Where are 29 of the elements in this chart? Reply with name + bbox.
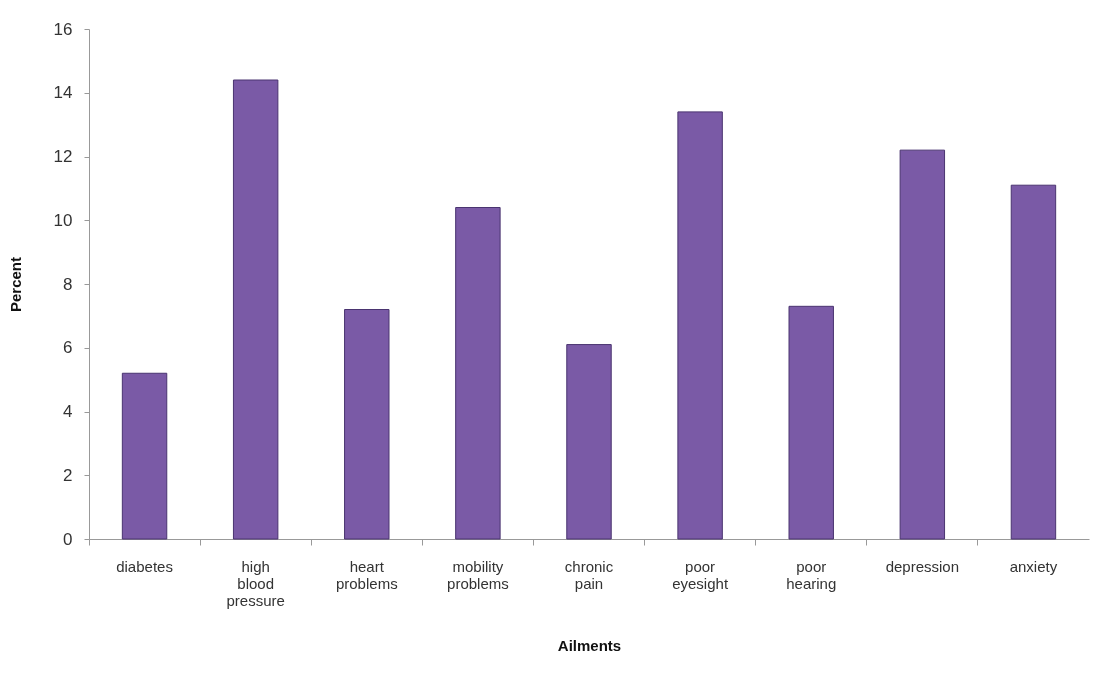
bar xyxy=(455,207,501,540)
x-tick-label: depression xyxy=(885,557,960,575)
x-tick-label: mobility problems xyxy=(447,557,509,592)
x-tick-label: chronic pain xyxy=(564,557,614,592)
x-tick-label: diabetes xyxy=(116,557,173,575)
y-tick-label: 2 xyxy=(63,465,73,485)
x-axis-title: Ailments xyxy=(557,636,622,654)
x-tick-label: high blood pressure xyxy=(226,557,285,609)
bar xyxy=(1010,184,1057,540)
bar xyxy=(899,149,946,540)
x-tick-label: poor hearing xyxy=(786,557,837,592)
bar xyxy=(788,305,834,540)
bar xyxy=(121,372,168,540)
bar xyxy=(344,309,390,540)
y-tick-label: 8 xyxy=(63,274,73,294)
y-tick-label: 10 xyxy=(53,210,73,230)
bar xyxy=(566,344,612,540)
y-tick-label: 16 xyxy=(53,19,73,39)
y-tick-label: 4 xyxy=(63,402,73,421)
x-tick-label: anxiety xyxy=(1009,557,1058,575)
bar xyxy=(677,111,723,540)
y-tick-label: 12 xyxy=(53,147,73,166)
y-tick-label: 6 xyxy=(63,338,73,358)
y-tick-label: 14 xyxy=(53,83,73,103)
y-axis-title: Percent xyxy=(6,256,24,313)
y-tick-label: 0 xyxy=(63,529,73,549)
x-tick-label: poor eyesight xyxy=(672,557,729,592)
x-tick-label: heart problems xyxy=(335,557,398,592)
bar xyxy=(232,79,279,540)
